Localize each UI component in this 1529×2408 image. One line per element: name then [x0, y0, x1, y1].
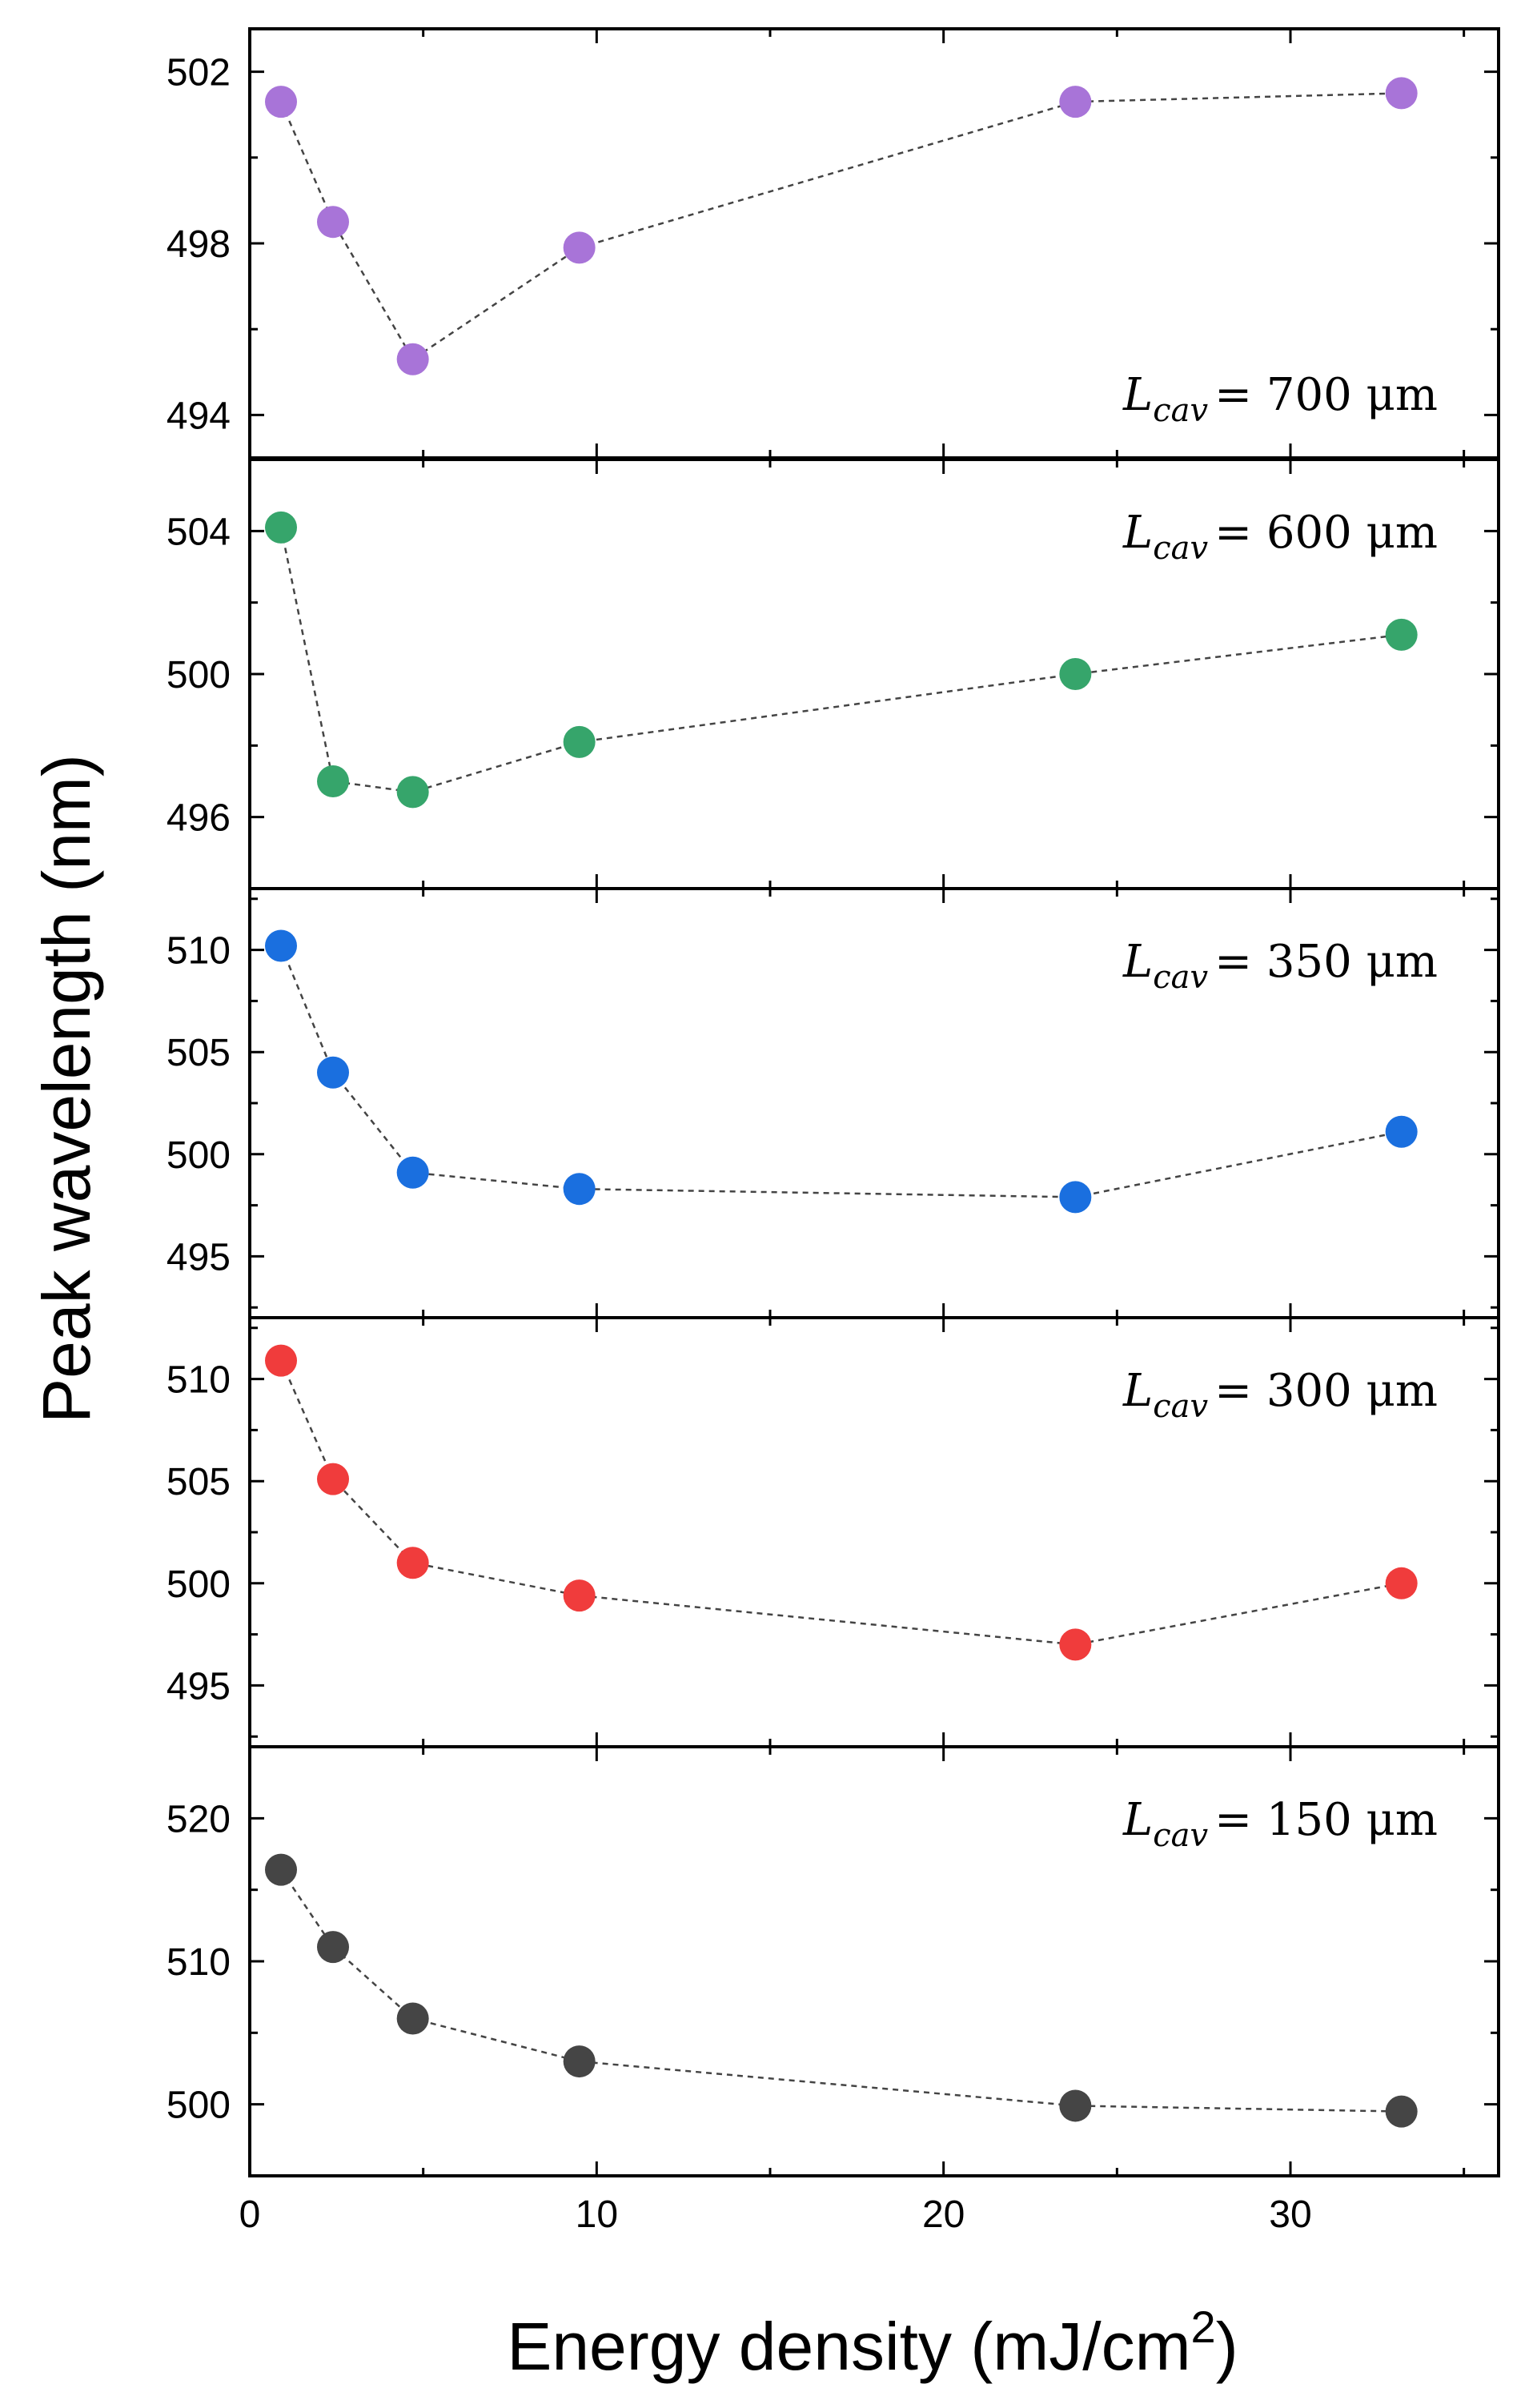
y-tick-label: 505: [167, 1032, 231, 1074]
y-tick-label: 520: [167, 1798, 231, 1840]
panel-label-sub: cav: [1153, 392, 1208, 429]
x-tick-label: 0: [239, 2193, 261, 2236]
data-point: [265, 1344, 297, 1377]
y-tick-label: 496: [167, 797, 231, 840]
panel-label: Lcav = 150 μm: [1122, 1794, 1438, 1854]
panel-label: Lcav = 600 μm: [1122, 507, 1438, 567]
y-tick-label: 510: [167, 930, 231, 973]
panel-label: Lcav = 700 μm: [1122, 369, 1438, 429]
data-point: [1385, 618, 1418, 651]
x-axis-title-sup: 2: [1191, 2302, 1216, 2352]
panel-2: 495 500 505 510 Lcav = 350 μm: [167, 887, 1500, 1319]
y-tick-label: 500: [167, 2085, 231, 2127]
data-point: [317, 1463, 349, 1495]
y-tick-label: 505: [167, 1461, 231, 1503]
series-line: [279, 1360, 1402, 1646]
x-axis-title-close: ): [1216, 2309, 1238, 2384]
data-point: [396, 776, 429, 809]
data-point: [563, 1173, 596, 1206]
y-tick-label: 504: [167, 511, 231, 553]
y-tick-label: 510: [167, 1941, 231, 1984]
data-point: [317, 765, 349, 797]
data-point: [265, 929, 297, 962]
panel-4: 500 510 520 Lcav = 150 μm: [167, 1745, 1500, 2177]
data-point: [563, 1579, 596, 1612]
panel-label-sub: cav: [1153, 959, 1208, 996]
y-tick-label: 500: [167, 654, 231, 696]
x-axis-title: Energy density (mJ/cm2): [507, 2302, 1238, 2384]
panel-label-var: L: [1122, 1365, 1153, 1417]
series-line: [279, 92, 1402, 361]
panel-label-var: L: [1122, 369, 1153, 421]
data-point: [1059, 1628, 1092, 1661]
panel-label-value: = 150 μm: [1214, 1794, 1438, 1846]
panel-3: 495 500 505 510 Lcav = 300 μm: [167, 1316, 1500, 1748]
x-axis-title-main: Energy density (mJ/cm: [507, 2309, 1190, 2384]
panel-label: Lcav = 350 μm: [1122, 936, 1438, 996]
data-point: [317, 1931, 349, 1964]
data-point: [1385, 2095, 1418, 2128]
data-point: [1059, 2089, 1092, 2122]
data-point: [265, 86, 297, 118]
panel-label-sub: cav: [1153, 1817, 1208, 1854]
y-tick-label: 510: [167, 1359, 231, 1402]
data-point: [396, 343, 429, 375]
panel-label-value: = 600 μm: [1214, 507, 1438, 559]
panel-label-sub: cav: [1153, 530, 1208, 567]
data-point: [1385, 1567, 1418, 1599]
panel-label-value: = 700 μm: [1214, 369, 1438, 421]
x-tick-label: 10: [576, 2193, 618, 2236]
data-point: [1385, 1115, 1418, 1148]
data-point: [396, 2002, 429, 2035]
panel-label-sub: cav: [1153, 1388, 1208, 1425]
y-tick-label: 500: [167, 1563, 231, 1606]
data-point: [563, 725, 596, 758]
data-point: [563, 2045, 596, 2078]
data-point: [1385, 77, 1418, 110]
series-line: [279, 527, 1402, 793]
data-point: [396, 1547, 429, 1579]
panel-label-var: L: [1122, 507, 1153, 559]
x-tick-label: 30: [1269, 2193, 1311, 2236]
series-line: [279, 945, 1402, 1198]
y-tick-label: 502: [167, 52, 231, 94]
panel-1: 496 500 504 Lcav = 600 μm: [167, 458, 1500, 890]
data-point: [1059, 86, 1092, 118]
panel-label-var: L: [1122, 936, 1153, 988]
y-tick-label: 494: [167, 395, 231, 437]
data-point: [265, 511, 297, 544]
data-point: [1059, 658, 1092, 690]
y-axis-title: Peak wavelength (nm): [29, 754, 104, 1423]
panel-label: Lcav = 300 μm: [1122, 1365, 1438, 1425]
y-tick-label: 495: [167, 1236, 231, 1278]
x-tick-label: 20: [922, 2193, 965, 2236]
series-line: [279, 1868, 1402, 2113]
panel-label-value: = 350 μm: [1214, 936, 1438, 988]
data-point: [317, 206, 349, 239]
data-point: [317, 1056, 349, 1089]
data-point: [396, 1156, 429, 1189]
panel-label-var: L: [1122, 1794, 1153, 1846]
x-axis: 0 10 20 30: [239, 2193, 1312, 2236]
y-tick-label: 498: [167, 223, 231, 266]
data-point: [563, 231, 596, 264]
panel-0: 494 498 502 Lcav = 700 μm: [167, 27, 1500, 460]
y-tick-label: 495: [167, 1665, 231, 1708]
panel-label-value: = 300 μm: [1214, 1365, 1438, 1417]
data-point: [1059, 1181, 1092, 1214]
data-point: [265, 1853, 297, 1886]
y-tick-label: 500: [167, 1134, 231, 1177]
